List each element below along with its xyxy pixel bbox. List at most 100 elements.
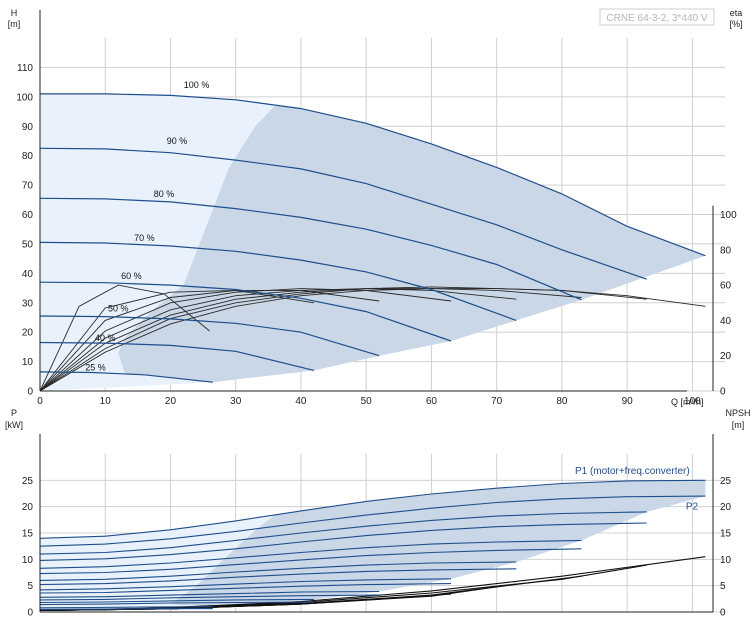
title-box-text: CRNE 64-3-2, 3*440 V [606, 13, 707, 24]
bottom-npsh-tick: 0 [720, 608, 726, 619]
speed-label: 80 % [154, 189, 175, 199]
power-curve [39, 594, 380, 601]
top-eta-tick: 80 [720, 245, 732, 256]
bottom-y-axis-label: P [11, 408, 17, 418]
top-x-tick: 90 [622, 396, 634, 407]
power-curve [39, 522, 647, 561]
bottom-labels: P1 (motor+freq.converter) P2 [575, 466, 699, 512]
speed-label: 70 % [134, 233, 155, 243]
top-x-tick: 70 [491, 396, 503, 407]
speed-label: 40 % [95, 333, 116, 343]
efficiency-curve [39, 286, 647, 392]
top-y-tick: 50 [22, 239, 34, 250]
top-x-tick: 0 [37, 396, 43, 407]
power-curve [39, 568, 517, 586]
top-axes: 0 10 20 30 40 50 60 70 80 90 100 0 10 20 30 40 50 60 70 80 9… [8, 8, 743, 407]
top-eta-axis-unit: [%] [729, 19, 742, 29]
speed-label: 90 % [167, 136, 188, 146]
bottom-npsh-tick: 5 [720, 581, 726, 592]
power-curve [39, 590, 380, 598]
head-curve [39, 197, 582, 301]
top-y-tick: 80 [22, 151, 34, 162]
power-curve [39, 548, 582, 575]
head-curve [39, 241, 517, 321]
efficiency-curve [39, 288, 582, 392]
head-curve [40, 93, 706, 257]
top-x-tick: 100 [684, 396, 701, 407]
top-eta-tick: 100 [720, 210, 737, 221]
top-envelope [40, 93, 706, 392]
top-eta-tick: 60 [720, 281, 732, 292]
power-legend-label: P2 [686, 501, 699, 512]
power-curve [39, 601, 315, 606]
top-x-tick: 10 [100, 396, 112, 407]
power-curve [39, 583, 452, 594]
top-y-axis-unit: [m] [8, 19, 21, 29]
top-y-tick: 110 [17, 63, 33, 74]
top-head-curves [39, 93, 706, 383]
power-curve [39, 606, 213, 609]
bottom-npsh-tick: 25 [720, 476, 732, 487]
top-y-tick: 10 [22, 357, 34, 368]
efficiency-curve [39, 289, 315, 392]
top-y-axis-label: H [11, 8, 18, 18]
bottom-envelope [40, 480, 706, 612]
top-x-tick: 40 [295, 396, 307, 407]
efficiency-curve [39, 288, 517, 392]
bottom-y-tick: 20 [22, 502, 34, 513]
top-x-tick: 30 [230, 396, 242, 407]
efficiency-curve [39, 288, 452, 392]
efficiency-curve [39, 284, 210, 392]
top-efficiency-curves [39, 284, 706, 392]
head-curve [39, 371, 213, 383]
bottom-y-tick: 25 [22, 476, 34, 487]
top-x-tick: 80 [556, 396, 568, 407]
power-legend-label: P1 (motor+freq.converter) [575, 466, 690, 477]
power-curve [39, 495, 706, 547]
top-y-tick: 30 [22, 298, 34, 309]
power-curve [39, 479, 706, 539]
top-x-tick: 60 [426, 396, 438, 407]
top-y-tick: 90 [22, 122, 34, 133]
bottom-npsh-tick: 10 [720, 555, 732, 566]
bottom-npsh-axis-label: NPSH [725, 408, 750, 418]
title-box [599, 8, 715, 26]
efficiency-curve [39, 289, 380, 392]
speed-label: 60 % [121, 271, 142, 281]
speed-label: 25 % [85, 362, 106, 372]
bottom-npsh-axis-unit: [m] [732, 420, 745, 430]
head-curve [39, 147, 647, 280]
head-curve [39, 281, 452, 342]
top-y-tick: 60 [22, 210, 34, 221]
head-curve [39, 341, 315, 371]
bottom-axes: 0 0 5 5 10 10 15 15 20 20 25 25 P [kW] NPSH [m] [5, 408, 751, 619]
bottom-y-tick: 5 [27, 581, 33, 592]
bottom-npsh-tick: 20 [720, 502, 732, 513]
power-curve [39, 561, 517, 581]
top-y-tick: 40 [22, 269, 34, 280]
speed-label: 100 % [184, 80, 210, 90]
top-labels: 100 % 90 % 80 % 70 % 60 % 50 % 40 % 25 % [85, 80, 209, 372]
power-curve [39, 608, 213, 610]
power-curve [39, 598, 315, 604]
top-eta-tick: 0 [720, 387, 726, 398]
top-x-tick: 50 [361, 396, 373, 407]
top-eta-tick: 40 [720, 316, 732, 327]
top-y-tick: 0 [27, 387, 33, 398]
top-y-tick: 100 [16, 92, 33, 103]
power-curve [39, 511, 647, 555]
speed-label: 50 % [108, 304, 129, 314]
top-eta-tick: 20 [720, 351, 732, 362]
bottom-y-tick: 0 [27, 608, 33, 619]
top-eta-axis-label: eta [730, 8, 743, 18]
top-envelope-dark [118, 105, 706, 383]
top-x-axis-label: Q [m³/h] [671, 397, 704, 407]
bottom-npsh-tick: 15 [720, 529, 732, 540]
top-y-tick: 20 [22, 328, 34, 339]
bottom-y-tick: 15 [22, 529, 34, 540]
power-curve [39, 578, 452, 591]
bottom-y-tick: 10 [22, 555, 34, 566]
bottom-power-curves [39, 479, 706, 610]
head-curve [39, 315, 380, 357]
